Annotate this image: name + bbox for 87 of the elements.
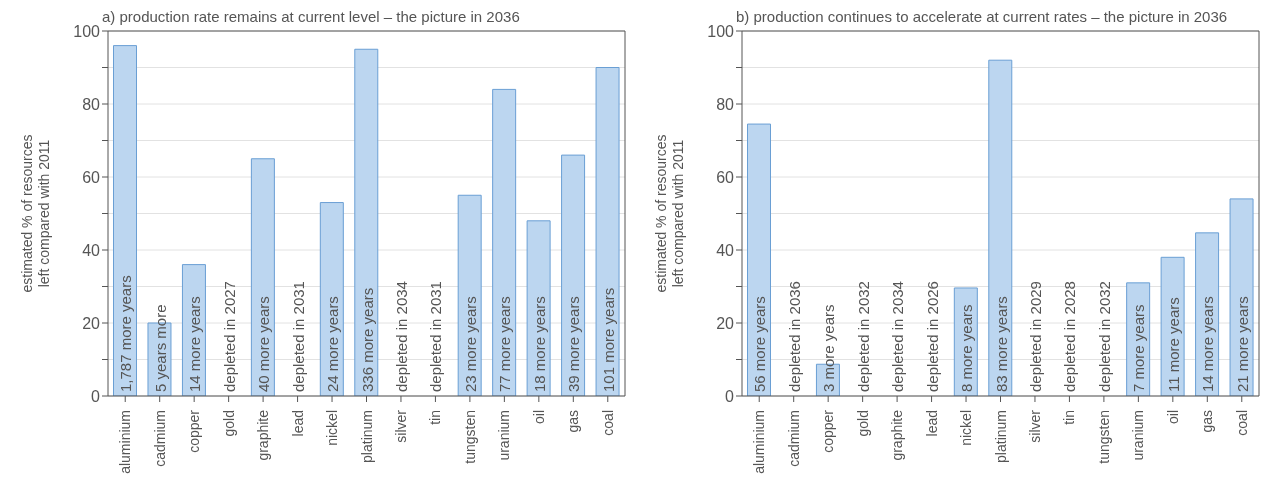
bar <box>988 59 1013 396</box>
x-tick-label: copper <box>820 409 837 453</box>
annotation: 5 years more <box>151 304 169 392</box>
annotation: 336 more years <box>358 287 376 392</box>
x-tick-label: tungsten <box>461 410 478 464</box>
chart-title: a) production rate remains at current level – the picture in 2036 <box>102 8 520 25</box>
y-tick-label: 40 <box>82 241 101 259</box>
x-tick-label: gas <box>1199 410 1216 433</box>
bar <box>250 158 275 396</box>
x-tick-label: nickel <box>324 410 341 446</box>
annotation: 40 more years <box>255 296 273 392</box>
y-tick-label: 60 <box>716 168 735 186</box>
x-tick-label: graphite <box>889 409 906 461</box>
x-tick-label: oil <box>530 410 547 425</box>
x-tick-label: graphite <box>255 409 272 461</box>
y-tick-label: 100 <box>73 22 101 40</box>
bar <box>113 45 138 396</box>
annotation: 101 more years <box>599 287 617 392</box>
bar <box>492 88 517 396</box>
x-tick-label: gold <box>854 410 871 437</box>
x-tick-label: cadmium <box>785 410 802 467</box>
annotation: 8 more years <box>958 304 976 392</box>
x-tick-label: copper <box>186 409 203 453</box>
bar <box>1160 256 1185 396</box>
annotation: 39 more years <box>565 296 583 392</box>
x-tick-label: silver <box>1026 409 1043 443</box>
bar <box>561 154 586 396</box>
annotation: 1,787 more years <box>117 275 135 392</box>
x-tick-label: silver <box>392 409 409 443</box>
x-tick-label: coal <box>1233 410 1250 436</box>
y-tick-label: 20 <box>82 314 101 332</box>
x-tick-label: tin <box>1061 410 1078 425</box>
y-tick-label: 0 <box>725 387 735 405</box>
annotation: depleted in 2034 <box>392 281 410 392</box>
y-tick-label: 80 <box>82 95 101 113</box>
x-tick-label: uranium <box>496 410 513 461</box>
x-tick-label: cadmium <box>151 410 168 467</box>
y-tick-label: 40 <box>716 241 735 259</box>
annotation: 14 more years <box>186 296 204 392</box>
annotation: 18 more years <box>530 296 548 392</box>
y-axis-title: estimated % of resources left compared with 2011 <box>19 134 52 293</box>
annotation: 83 more years <box>992 296 1010 392</box>
x-tick-label: aluminium <box>751 410 768 474</box>
annotation: 11 more years <box>1164 297 1182 392</box>
annotation: depleted in 2026 <box>923 281 941 392</box>
bar <box>354 48 379 396</box>
y-axis-title: estimated % of resources left compared with 2011 <box>653 134 686 293</box>
x-tick-label: gold <box>220 410 237 437</box>
bar <box>747 123 772 396</box>
annotation: depleted in 2034 <box>889 281 907 392</box>
annotation: 77 more years <box>496 296 514 392</box>
bar <box>1229 198 1254 396</box>
x-tick-label: platinum <box>992 410 1009 463</box>
annotation: 14 more years <box>1199 296 1217 392</box>
x-tick-label: platinum <box>358 410 375 463</box>
x-tick-label: tin <box>427 410 444 425</box>
x-tick-label: lead <box>289 410 306 437</box>
annotation: depleted in 2032 <box>854 281 872 392</box>
y-tick-label: 100 <box>707 22 735 40</box>
annotation: depleted in 2029 <box>1026 281 1044 392</box>
annotation: 56 more years <box>751 296 769 392</box>
annotation: 23 more years <box>461 296 479 392</box>
y-tick-label: 20 <box>716 314 735 332</box>
annotation: 3 more years <box>820 304 838 392</box>
x-tick-label: tungsten <box>1095 410 1112 464</box>
annotation: depleted in 2028 <box>1061 281 1079 392</box>
annotation: 21 more years <box>1233 296 1251 392</box>
x-tick-label: coal <box>599 410 616 436</box>
x-tick-label: uranium <box>1130 410 1147 461</box>
x-tick-label: aluminium <box>117 410 134 474</box>
annotation: depleted in 2027 <box>220 281 238 392</box>
y-tick-label: 0 <box>91 387 101 405</box>
x-tick-label: oil <box>1164 410 1181 425</box>
x-tick-label: gas <box>565 410 582 433</box>
annotation: 7 more years <box>1130 304 1148 392</box>
bar <box>526 220 551 396</box>
annotation: depleted in 2031 <box>289 281 307 392</box>
annotation: depleted in 2036 <box>785 281 803 392</box>
bar <box>595 67 620 396</box>
annotation: depleted in 2032 <box>1095 281 1113 392</box>
annotation: 24 more years <box>324 296 342 392</box>
x-tick-label: lead <box>923 410 940 437</box>
x-tick-label: nickel <box>958 410 975 446</box>
annotation: depleted in 2031 <box>427 281 445 392</box>
y-tick-label: 60 <box>82 168 101 186</box>
chart-title: b) production continues to accelerate at current rates – the picture in 2036 <box>736 8 1228 25</box>
y-tick-label: 80 <box>716 95 735 113</box>
